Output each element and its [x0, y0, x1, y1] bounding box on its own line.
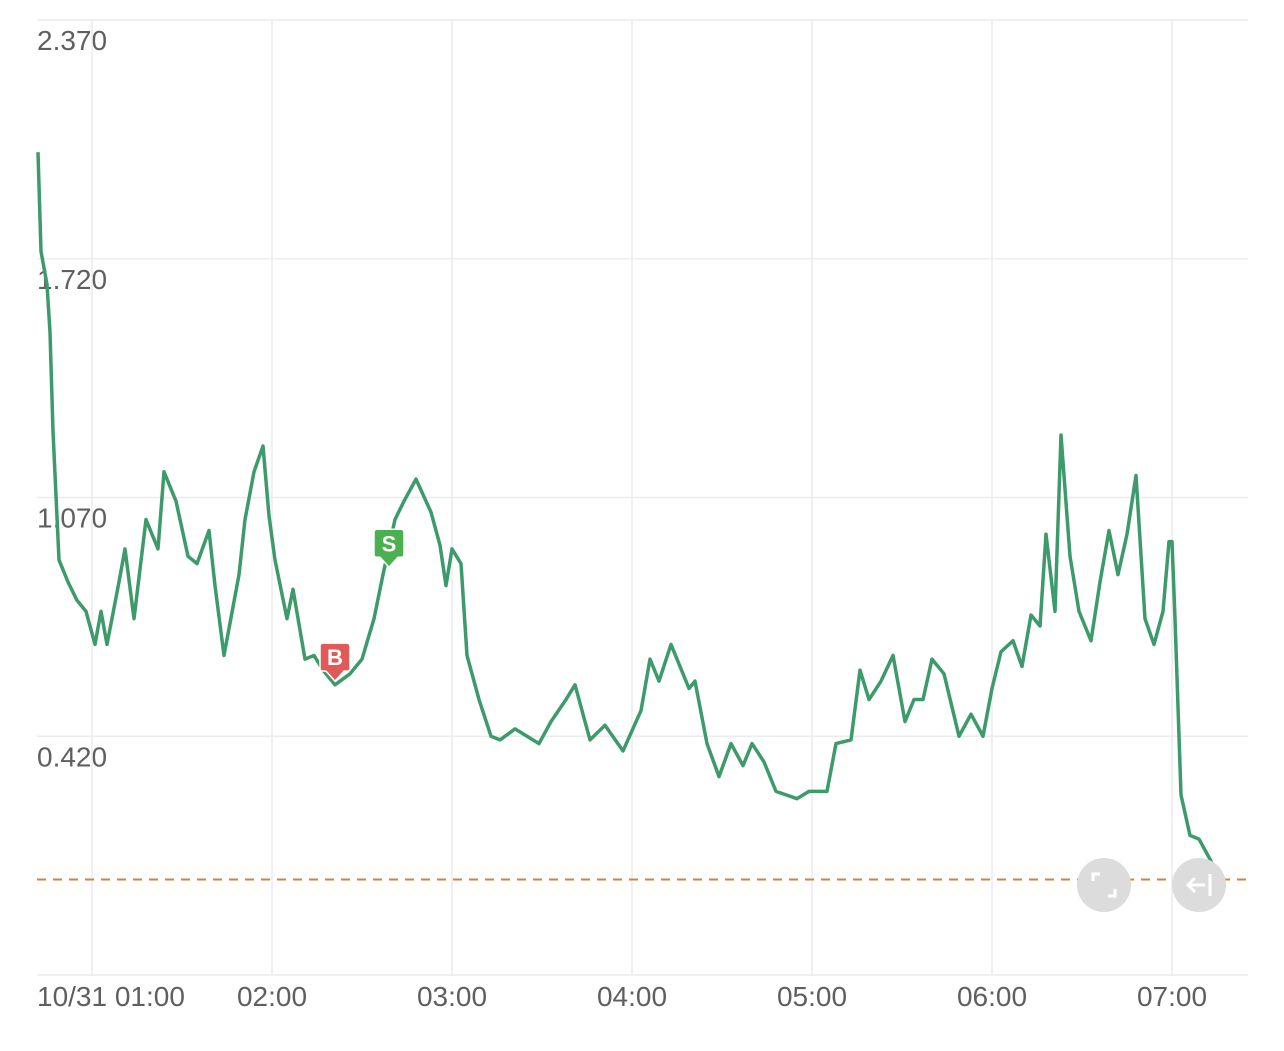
x-tick-label: 05:00 — [777, 981, 847, 1012]
latest-button[interactable] — [1172, 858, 1226, 912]
icon — [1091, 872, 1117, 898]
layer-markers: BS — [319, 528, 405, 683]
fullscreen-button[interactable] — [1077, 858, 1131, 912]
layer-line — [36, 152, 1248, 881]
y-tick-label: 0.420 — [37, 741, 107, 772]
marker-label: S — [382, 531, 397, 556]
y-tick-label: 1.070 — [37, 503, 107, 534]
x-tick-label: 10/31 01:00 — [37, 981, 185, 1012]
x-tick-label: 07:00 — [1137, 981, 1207, 1012]
x-tick-label: 06:00 — [957, 981, 1027, 1012]
price-line — [36, 152, 1219, 877]
button-bg[interactable] — [1077, 858, 1131, 912]
marker-label: B — [327, 645, 343, 670]
marker-pin — [319, 642, 351, 683]
x-tick-label: 04:00 — [597, 981, 667, 1012]
trade-marker: S — [373, 528, 405, 569]
icon — [1185, 874, 1212, 896]
x-tick-label: 02:00 — [237, 981, 307, 1012]
trade-marker: B — [319, 642, 351, 683]
x-tick-label: 03:00 — [417, 981, 487, 1012]
y-tick-label: 2.370 — [37, 25, 107, 56]
marker-pin — [373, 528, 405, 569]
